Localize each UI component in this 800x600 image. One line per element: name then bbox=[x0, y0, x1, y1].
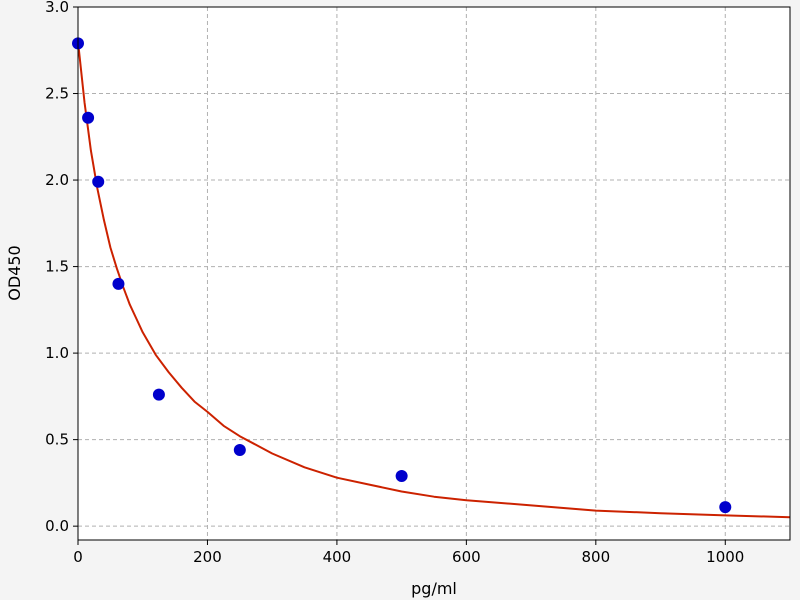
x-tick-label: 0 bbox=[73, 548, 83, 566]
data-point bbox=[92, 175, 105, 188]
y-axis-title: OD450 bbox=[5, 245, 24, 300]
y-axis-ticks: 0.0 0.5 1.0 1.5 2.0 2.5 3.0 bbox=[45, 0, 78, 535]
y-tick-label: 2.0 bbox=[45, 171, 69, 189]
data-points bbox=[72, 37, 732, 514]
data-point bbox=[82, 111, 95, 124]
x-axis-title: pg/ml bbox=[411, 579, 457, 598]
x-tick-label: 200 bbox=[193, 548, 222, 566]
y-tick-label: 0.5 bbox=[45, 431, 69, 449]
data-point bbox=[719, 501, 732, 514]
x-tick-label: 400 bbox=[323, 548, 352, 566]
fit-line-group bbox=[77, 41, 791, 519]
plot-frame bbox=[77, 6, 791, 541]
y-tick-label: 1.5 bbox=[45, 258, 69, 276]
y-tick-label: 1.0 bbox=[45, 344, 69, 362]
data-point bbox=[395, 469, 408, 482]
data-point bbox=[233, 444, 246, 457]
y-tick-label: 2.5 bbox=[45, 85, 69, 103]
plot-area bbox=[78, 7, 790, 540]
y-tick-label: 3.0 bbox=[45, 0, 69, 16]
data-point bbox=[112, 277, 125, 290]
x-axis-ticks: 0 200 400 600 800 1000 bbox=[73, 540, 744, 566]
grid bbox=[78, 7, 790, 540]
y-tick-label: 0.0 bbox=[45, 517, 69, 535]
fit-curve bbox=[77, 41, 791, 519]
x-tick-label: 600 bbox=[452, 548, 481, 566]
x-tick-label: 1000 bbox=[706, 548, 744, 566]
x-tick-label: 800 bbox=[581, 548, 610, 566]
data-point bbox=[152, 388, 165, 401]
